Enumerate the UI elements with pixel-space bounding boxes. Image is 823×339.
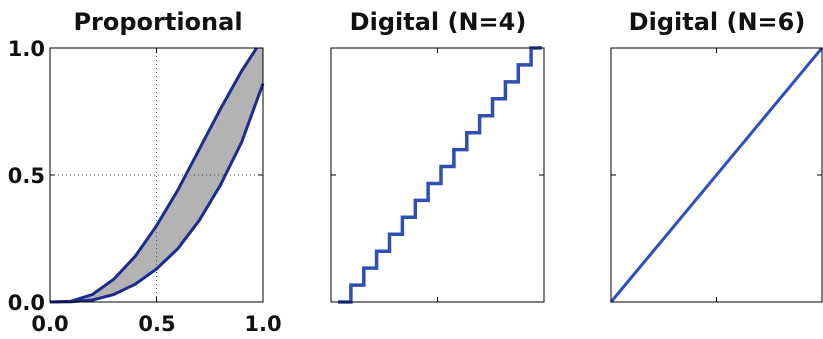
proportional-spread-band [50, 48, 263, 302]
digital-n4-step-line [338, 46, 542, 304]
digital-n4-plot-frame [330, 47, 545, 303]
panel-title-proportional: Proportional [73, 8, 242, 36]
x-tick-label-right: 1.0 [244, 312, 281, 336]
panel-digital-n6: Digital (N=6) [609, 8, 823, 303]
proportional-lower-curve [49, 83, 265, 304]
x-tick-label-middle: 0.5 [138, 312, 175, 336]
digital-n4-plot-area [330, 46, 545, 304]
digital-n6-plot-area [609, 47, 823, 303]
y-tick-label-bottom: 0.0 [8, 291, 45, 315]
proportional-plot-frame [49, 47, 264, 303]
panel-proportional: Proportional 1.0 0.5 0.0 0.0 0.5 1.0 [8, 8, 282, 336]
y-tick-label-middle: 0.5 [8, 164, 45, 188]
panel-digital-n4: Digital (N=4) [330, 8, 545, 304]
digital-n6-line [609, 47, 823, 303]
proportional-upper-curve [49, 47, 258, 304]
panel-title-digital-n4: Digital (N=4) [350, 8, 527, 36]
y-tick-label-top: 1.0 [8, 37, 45, 61]
panel-title-digital-n6: Digital (N=6) [629, 8, 806, 36]
digital-n6-plot-frame [610, 47, 823, 303]
x-tick-label-left: 0.0 [31, 312, 68, 336]
proportional-plot-area [49, 47, 265, 304]
